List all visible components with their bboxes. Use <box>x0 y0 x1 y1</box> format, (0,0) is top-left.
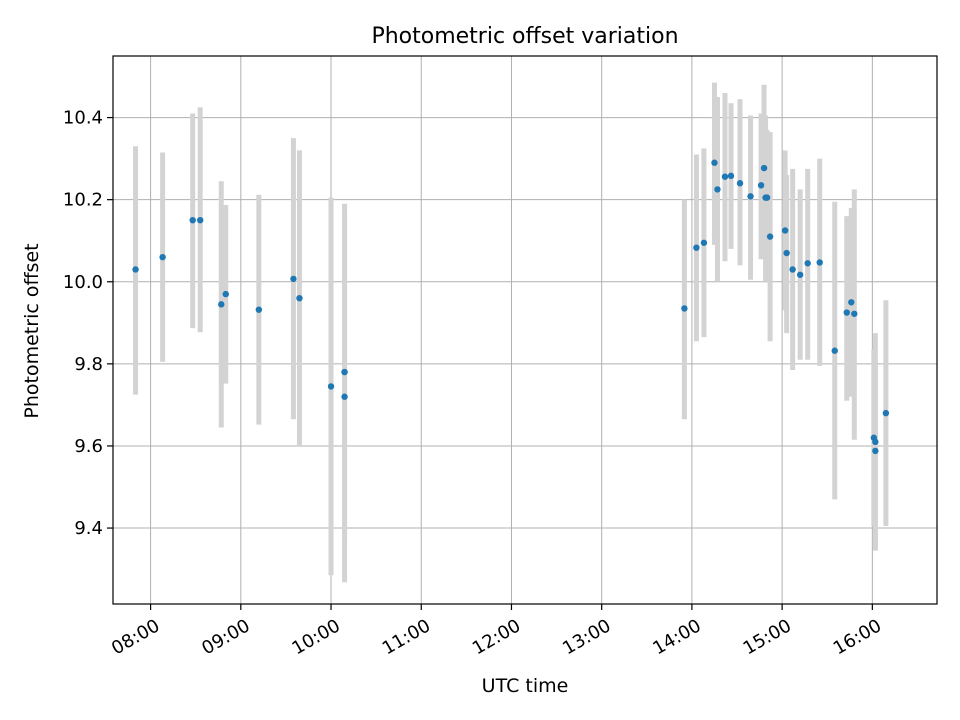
error-bars <box>133 82 889 583</box>
data-point <box>296 294 303 302</box>
x-tick-label: 14:00 <box>649 615 704 659</box>
data-point <box>727 172 735 180</box>
data-point <box>681 305 688 312</box>
data-point <box>341 368 348 376</box>
y-axis-ticks: 9.4 9.6 9.8 10.0 10.2 10.4 <box>63 108 113 539</box>
data-point <box>341 393 348 400</box>
data-point <box>757 182 765 189</box>
x-tick-label: 11:00 <box>379 615 434 659</box>
data-point <box>700 239 708 246</box>
data-point <box>197 216 204 224</box>
data-point <box>747 193 754 200</box>
grid-lines <box>113 56 937 604</box>
data-point <box>796 271 804 278</box>
plot-frame <box>112 55 938 605</box>
x-tick-label: 09:00 <box>198 615 253 659</box>
data-point <box>851 310 858 317</box>
data-point <box>218 301 225 308</box>
data-point <box>831 347 838 354</box>
y-axis-label: Photometric offset <box>21 243 43 418</box>
y-tick-label: 10.4 <box>63 108 103 129</box>
data-point <box>159 253 166 261</box>
x-tick-label: 15:00 <box>740 615 795 659</box>
data-points <box>132 159 890 455</box>
y-tick-label: 10.2 <box>63 190 103 211</box>
y-tick-label: 9.4 <box>74 518 103 539</box>
x-tick-label: 16:00 <box>830 615 885 659</box>
chart-title: Photometric offset variation <box>371 24 678 49</box>
data-point <box>872 438 879 446</box>
data-point <box>222 290 229 298</box>
x-tick-label: 13:00 <box>559 615 614 659</box>
x-tick-label: 10:00 <box>289 615 344 659</box>
x-tick-label: 12:00 <box>469 615 524 659</box>
data-point <box>711 159 718 166</box>
data-point <box>255 306 263 313</box>
data-point <box>760 164 768 172</box>
data-point <box>804 260 811 267</box>
data-point <box>816 259 823 266</box>
data-point <box>736 180 744 187</box>
data-point <box>327 383 335 390</box>
y-tick-label: 9.6 <box>74 436 103 457</box>
y-tick-label: 10.0 <box>63 272 103 293</box>
x-axis-ticks: 08:00 09:00 10:00 11:00 12:00 13:00 14:00 15:00… <box>108 604 885 659</box>
y-tick-label: 9.8 <box>74 354 103 375</box>
data-point <box>843 309 850 316</box>
data-point <box>290 275 297 283</box>
data-point <box>693 244 700 251</box>
data-point <box>872 447 879 455</box>
data-point <box>789 266 796 273</box>
data-point <box>721 173 729 180</box>
data-point <box>766 233 774 240</box>
data-point <box>781 227 789 234</box>
data-point <box>189 216 196 224</box>
data-point <box>132 266 139 273</box>
data-point <box>783 249 790 257</box>
data-point <box>882 409 890 417</box>
x-axis-label: UTC time <box>482 675 569 697</box>
data-point <box>763 194 771 201</box>
data-point <box>714 186 721 193</box>
data-point <box>848 299 855 306</box>
x-tick-label: 08:00 <box>108 615 163 659</box>
